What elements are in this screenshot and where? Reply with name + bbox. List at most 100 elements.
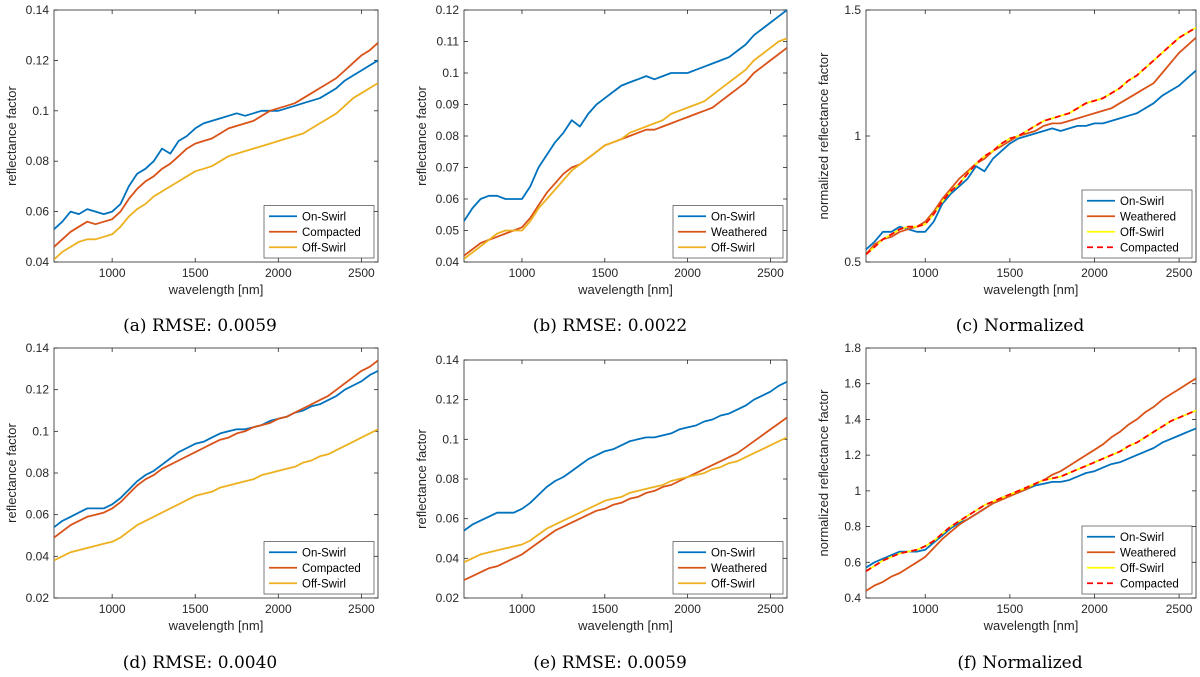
y-tick-label: 0.6 [844,555,861,569]
panel-caption: (c) Normalized [956,316,1085,336]
y-tick-label: 0.14 [26,3,50,17]
y-tick-label: 0.14 [436,353,460,367]
y-tick-label: 0.4 [844,591,861,605]
series-line-compacted [866,409,1196,572]
x-axis-label: wavelength [nm] [983,618,1079,633]
legend-entry-label: Compacted [1120,578,1179,590]
series-line-weathered [866,37,1196,255]
legend-entry-label: Weathered [711,227,767,239]
series-line-weathered [464,47,787,257]
y-tick-label: 0.04 [26,255,50,269]
y-tick-label: 1 [854,129,861,143]
series-line-on-swirl [54,59,378,230]
x-axis-label: wavelength [nm] [168,618,264,633]
y-tick-label: 0.08 [436,129,460,143]
y-tick-label: 0.08 [26,466,50,480]
y-tick-label: 0.12 [436,3,460,17]
y-tick-label: 1 [854,484,861,498]
legend-entry-label: On-Swirl [302,211,346,223]
x-tick-label: 2000 [1081,602,1108,616]
y-tick-label: 0.12 [436,393,460,407]
x-tick-label: 1500 [591,602,618,616]
y-tick-label: 0.11 [437,35,460,49]
y-tick-label: 0.1 [32,424,49,438]
y-axis-label: normalized reflectance factor [816,389,831,557]
x-tick-label: 2500 [757,266,784,280]
panel-e: 1000 1500 2000 2500 0.02 0.04 0.06 0.08 0.1 0.12 0… [414,353,788,673]
y-tick-label: 0.06 [436,512,460,526]
y-tick-label: 0.05 [436,224,460,238]
panel-b: 1000 1500 2000 2500 0.04 0.05 0.06 0.07 0.08 0.09… [414,3,788,336]
y-tick-label: 0.1 [32,104,49,118]
series-line-on-swirl [464,380,787,532]
x-tick-label: 1000 [99,266,126,280]
y-tick-label: 1.4 [844,412,861,426]
y-axis-label: reflectance factor [414,428,429,528]
x-axis-label: wavelength [nm] [577,618,673,633]
legend-entry-label: On-Swirl [1120,196,1164,208]
panel-caption: (a) RMSE: 0.0059 [123,316,277,336]
x-tick-label: 2500 [1166,266,1193,280]
y-axis-label: reflectance factor [4,422,19,522]
legend-entry-label: Weathered [711,563,767,575]
legend: On-Swirl Weathered Off-Swirl [672,205,784,259]
series-line-on-swirl [54,370,378,528]
y-tick-label: 1.6 [844,377,861,391]
x-tick-label: 2500 [348,266,375,280]
series-line-off-swirl [54,82,378,261]
series-line-on-swirl [464,10,787,222]
x-tick-label: 1500 [996,266,1023,280]
panel-d: 1000 1500 2000 2500 0.02 0.04 0.06 0.08 0.1 0.12 0… [4,341,379,673]
x-tick-label: 1500 [996,602,1023,616]
y-tick-label: 1.2 [844,448,861,462]
y-tick-label: 0.04 [436,255,460,269]
panel-a: 1000 1500 2000 2500 0.04 0.06 0.08 0.1 0.12 0.14 w… [4,3,379,336]
legend-entry-label: Off-Swirl [302,242,346,254]
y-tick-label: 1.5 [844,3,861,17]
legend-entry-label: Off-Swirl [711,242,755,254]
series-line-on-swirl [866,69,1196,251]
x-axis-label: wavelength [nm] [168,282,264,297]
legend-entry-label: On-Swirl [711,211,755,223]
y-tick-label: 0.8 [844,520,861,534]
x-tick-label: 2000 [674,266,701,280]
y-tick-label: 0.06 [26,508,50,522]
x-tick-label: 1500 [182,602,209,616]
x-axis-label: wavelength [nm] [577,282,673,297]
x-tick-label: 2500 [757,602,784,616]
y-axis-label: reflectance factor [4,85,19,185]
series-line-weathered [464,416,787,581]
series-line-off-swirl [464,37,787,260]
series-line-off-swirl [464,436,787,564]
series-line-off-swirl [54,428,378,562]
x-tick-label: 2500 [1166,602,1193,616]
legend: On-Swirl Compacted Off-Swirl [263,205,375,259]
x-tick-label: 1000 [912,266,939,280]
y-tick-label: 0.07 [436,161,460,175]
y-tick-label: 0.12 [26,53,50,67]
y-tick-label: 0.08 [436,472,460,486]
x-tick-label: 1000 [99,602,126,616]
legend: On-Swirl Weathered Off-Swirl Compacted [1081,525,1193,595]
x-tick-label: 2000 [265,266,292,280]
y-axis-label: normalized reflectance factor [816,52,831,220]
y-tick-label: 0.5 [844,255,861,269]
legend-entry-label: Compacted [302,563,361,575]
panel-caption: (b) RMSE: 0.0022 [533,316,687,336]
x-tick-label: 2000 [674,602,701,616]
x-tick-label: 2500 [348,602,375,616]
x-tick-label: 2000 [265,602,292,616]
series-line-compacted [866,26,1196,256]
y-tick-label: 0.04 [436,551,460,565]
legend: On-Swirl Weathered Off-Swirl [672,541,784,595]
legend-entry-label: Off-Swirl [302,578,346,590]
panel-caption: (f) Normalized [957,653,1082,673]
legend-entry-label: Off-Swirl [1120,227,1164,239]
y-tick-label: 0.12 [26,383,50,397]
y-tick-label: 0.04 [26,549,50,563]
series-line-compacted [54,42,378,248]
legend-entry-label: Compacted [1120,242,1179,254]
y-tick-label: 0.02 [26,591,50,605]
y-tick-label: 0.02 [436,591,460,605]
